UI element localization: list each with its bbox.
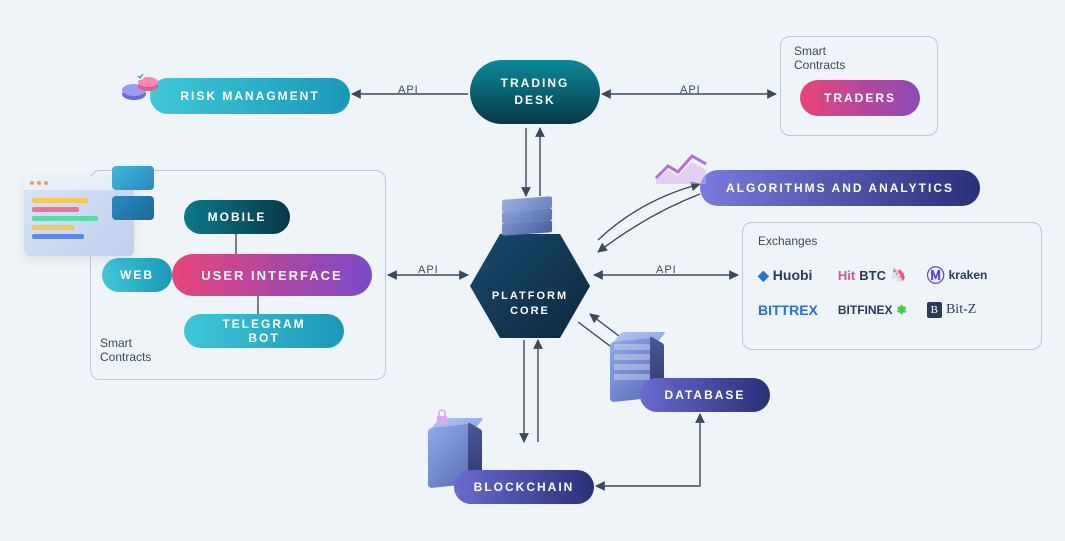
api-label-4: API <box>656 264 677 276</box>
traders-node: TRADERS <box>800 80 920 116</box>
api-label-3: API <box>418 264 439 276</box>
ui-box-label: Smart Contracts <box>100 336 151 364</box>
core-server-icon <box>502 198 558 270</box>
risk-management-node: RISK MANAGMENT <box>150 78 350 114</box>
exchanges-grid: ◆Huobi HitBTC🦄 Ⓜkraken BITTREX BITFINEX❃… <box>758 262 987 318</box>
web-node: WEB <box>102 258 172 292</box>
telegram-bot-node: TELEGRAM BOT <box>184 314 344 348</box>
exchanges-title: Exchanges <box>758 234 817 248</box>
traders-box-label: Smart Contracts <box>794 44 845 72</box>
exchange-bitfinex: BITFINEX❃ <box>838 303 907 317</box>
mobile-node: MOBILE <box>184 200 290 234</box>
exchange-kraken: Ⓜkraken <box>927 262 988 288</box>
exchange-huobi: ◆Huobi <box>758 267 818 284</box>
user-interface-node: USER INTERFACE <box>172 254 372 296</box>
exchange-hitbtc: HitBTC🦄 <box>838 267 907 283</box>
risk-icon <box>116 66 166 106</box>
trading-desk-node: TRADING DESK <box>470 60 600 124</box>
algorithms-node: ALGORITHMS AND ANALYTICS <box>700 170 980 206</box>
exchange-bitz: B Bit-Z <box>927 302 988 318</box>
chart-icon <box>652 148 712 188</box>
database-node: DATABASE <box>640 378 770 412</box>
api-label-2: API <box>680 84 701 96</box>
exchange-bittrex: BITTREX <box>758 302 818 318</box>
api-label-1: API <box>398 84 419 96</box>
browser-mockup-icon <box>24 176 134 256</box>
blockchain-node: BLOCKCHAIN <box>454 470 594 504</box>
